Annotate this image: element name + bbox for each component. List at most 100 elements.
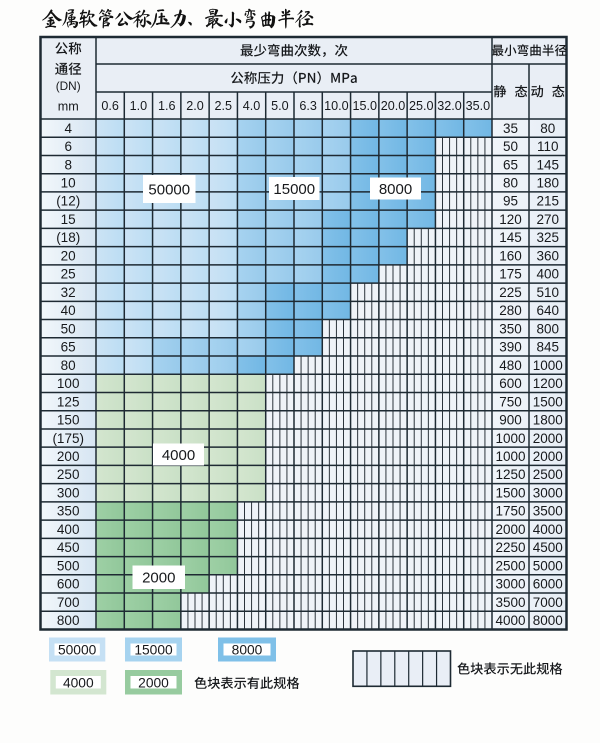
svg-text:1750: 1750 xyxy=(495,504,525,519)
svg-text:800: 800 xyxy=(536,321,559,336)
svg-text:4: 4 xyxy=(64,121,72,136)
svg-text:600: 600 xyxy=(57,577,80,592)
svg-text:845: 845 xyxy=(536,340,559,355)
svg-text:95: 95 xyxy=(503,194,518,209)
svg-text:225: 225 xyxy=(499,285,522,300)
svg-text:280: 280 xyxy=(499,303,522,318)
svg-text:32.0: 32.0 xyxy=(437,99,462,113)
svg-text:(18): (18) xyxy=(56,230,80,245)
svg-text:215: 215 xyxy=(536,194,559,209)
svg-text:50000: 50000 xyxy=(58,643,97,658)
svg-text:350: 350 xyxy=(57,504,80,519)
svg-text:4500: 4500 xyxy=(533,540,563,555)
svg-text:480: 480 xyxy=(499,358,522,373)
svg-text:0.6: 0.6 xyxy=(101,99,119,113)
svg-text:50: 50 xyxy=(503,139,518,154)
svg-text:15: 15 xyxy=(61,212,76,227)
svg-text:175: 175 xyxy=(499,267,522,282)
svg-text:1500: 1500 xyxy=(533,394,563,409)
svg-text:35.0: 35.0 xyxy=(466,99,491,113)
svg-text:15000: 15000 xyxy=(273,181,315,198)
svg-text:120: 120 xyxy=(499,212,522,227)
svg-text:125: 125 xyxy=(57,394,80,409)
svg-text:20.0: 20.0 xyxy=(381,99,406,113)
svg-text:35: 35 xyxy=(503,121,518,136)
svg-text:4000: 4000 xyxy=(162,447,195,464)
svg-text:10.0: 10.0 xyxy=(324,99,349,113)
svg-text:800: 800 xyxy=(57,613,80,628)
svg-text:15.0: 15.0 xyxy=(352,99,377,113)
svg-text:180: 180 xyxy=(536,176,559,191)
svg-text:2500: 2500 xyxy=(495,558,525,573)
svg-text:4000: 4000 xyxy=(533,522,563,537)
svg-text:2000: 2000 xyxy=(533,449,563,464)
svg-text:80: 80 xyxy=(61,358,76,373)
svg-text:32: 32 xyxy=(61,285,76,300)
svg-text:15000: 15000 xyxy=(134,643,173,658)
svg-text:20: 20 xyxy=(61,248,76,263)
svg-text:390: 390 xyxy=(499,340,522,355)
svg-text:100: 100 xyxy=(57,376,80,391)
svg-text:510: 510 xyxy=(536,285,559,300)
svg-text:2500: 2500 xyxy=(533,467,563,482)
svg-text:360: 360 xyxy=(536,248,559,263)
svg-text:145: 145 xyxy=(499,230,522,245)
svg-text:80: 80 xyxy=(503,176,518,191)
svg-text:8000: 8000 xyxy=(232,643,263,658)
svg-text:65: 65 xyxy=(503,157,518,172)
svg-text:1200: 1200 xyxy=(533,376,563,391)
svg-text:1250: 1250 xyxy=(495,467,525,482)
svg-text:3500: 3500 xyxy=(495,595,525,610)
svg-text:5000: 5000 xyxy=(533,558,563,573)
svg-text:200: 200 xyxy=(57,449,80,464)
svg-text:400: 400 xyxy=(57,522,80,537)
svg-text:40: 40 xyxy=(61,303,76,318)
svg-text:250: 250 xyxy=(57,467,80,482)
svg-text:700: 700 xyxy=(57,595,80,610)
svg-text:270: 270 xyxy=(536,212,559,227)
svg-text:160: 160 xyxy=(499,248,522,263)
svg-text:400: 400 xyxy=(536,267,559,282)
svg-text:2.0: 2.0 xyxy=(186,99,204,113)
svg-text:6000: 6000 xyxy=(533,577,563,592)
svg-text:65: 65 xyxy=(61,340,76,355)
svg-text:6: 6 xyxy=(64,139,72,154)
svg-text:1000: 1000 xyxy=(495,449,525,464)
svg-text:450: 450 xyxy=(57,540,80,555)
svg-text:25: 25 xyxy=(61,267,76,282)
svg-text:4000: 4000 xyxy=(63,675,94,690)
svg-text:50: 50 xyxy=(61,321,76,336)
svg-text:4.0: 4.0 xyxy=(243,99,261,113)
svg-text:145: 145 xyxy=(536,157,559,172)
svg-text:5.0: 5.0 xyxy=(271,99,289,113)
svg-text:4000: 4000 xyxy=(495,613,525,628)
svg-text:2250: 2250 xyxy=(495,540,525,555)
svg-text:350: 350 xyxy=(499,321,522,336)
svg-text:25.0: 25.0 xyxy=(409,99,434,113)
svg-text:2000: 2000 xyxy=(533,431,563,446)
svg-text:2000: 2000 xyxy=(495,522,525,537)
svg-text:7000: 7000 xyxy=(533,595,563,610)
svg-text:10: 10 xyxy=(61,176,76,191)
svg-text:640: 640 xyxy=(536,303,559,318)
svg-text:1000: 1000 xyxy=(533,358,563,373)
svg-text:2000: 2000 xyxy=(138,675,169,690)
svg-text:80: 80 xyxy=(540,121,555,136)
svg-text:3500: 3500 xyxy=(533,504,563,519)
svg-text:1.0: 1.0 xyxy=(130,99,148,113)
svg-text:110: 110 xyxy=(537,139,559,154)
svg-text:1800: 1800 xyxy=(533,413,563,428)
svg-text:3000: 3000 xyxy=(495,577,525,592)
svg-text:325: 325 xyxy=(536,230,559,245)
svg-text:2.5: 2.5 xyxy=(215,99,233,113)
svg-text:900: 900 xyxy=(499,413,522,428)
svg-text:50000: 50000 xyxy=(148,181,190,198)
svg-text:8000: 8000 xyxy=(379,181,412,198)
svg-text:750: 750 xyxy=(499,394,522,409)
svg-text:1500: 1500 xyxy=(495,485,525,500)
svg-text:3000: 3000 xyxy=(533,485,563,500)
svg-text:300: 300 xyxy=(57,485,80,500)
svg-text:1000: 1000 xyxy=(495,431,525,446)
svg-text:mm: mm xyxy=(58,100,79,114)
svg-text:(DN): (DN) xyxy=(56,79,81,93)
